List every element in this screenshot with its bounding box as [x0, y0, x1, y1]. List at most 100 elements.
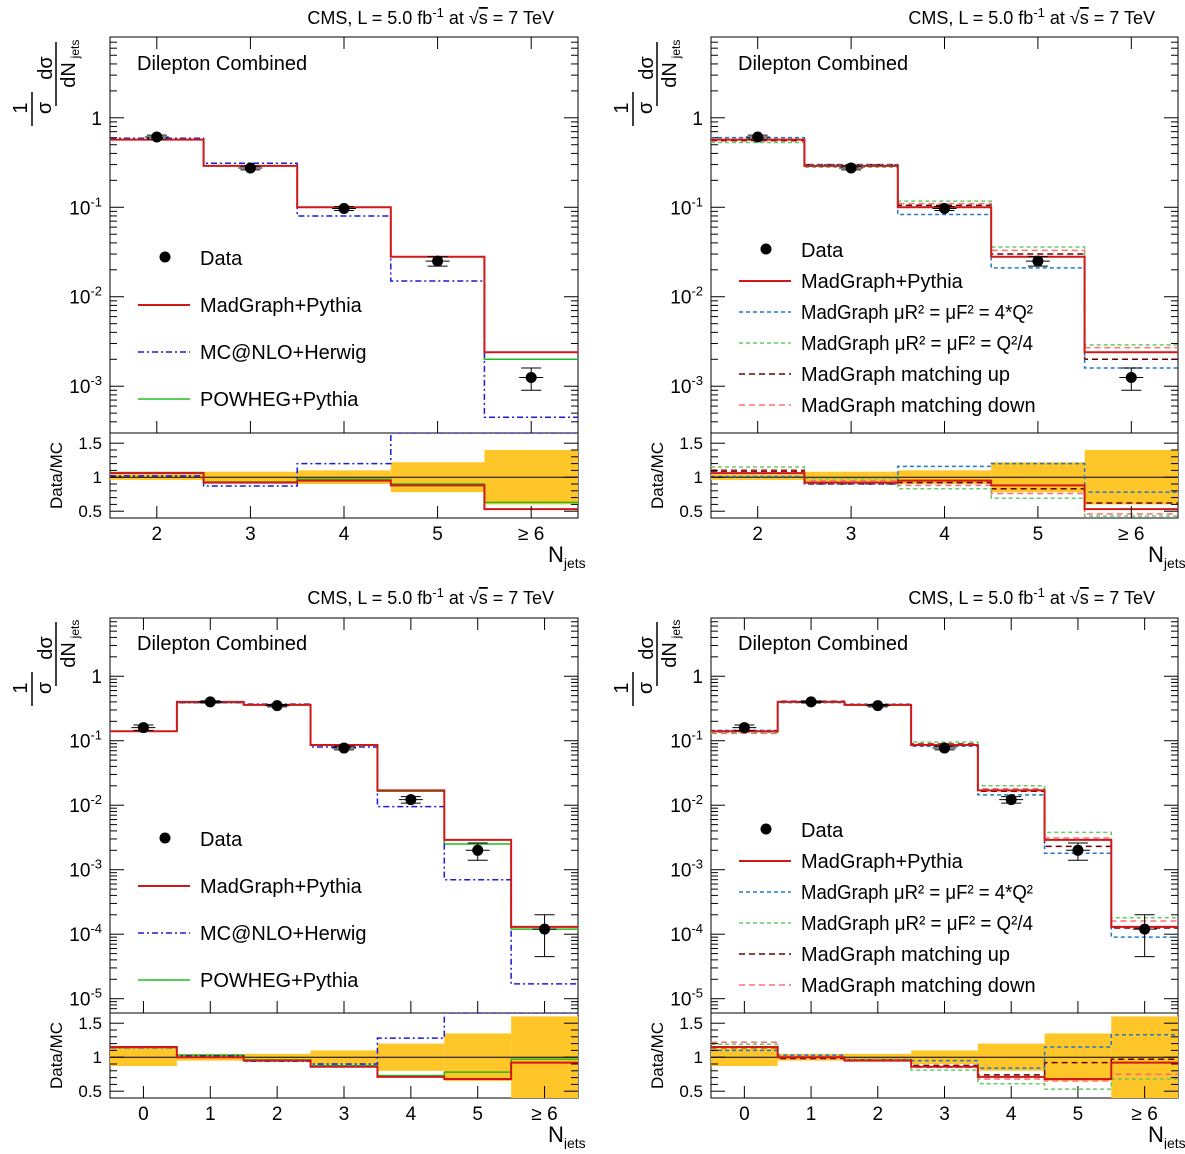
y-tick-exponent: -4: [691, 921, 703, 936]
xlabel-jets: jets: [1163, 1135, 1185, 1149]
x-axis-label: Njets: [1148, 542, 1185, 571]
y-tick-label: 10-3: [670, 857, 703, 882]
data-point: [539, 923, 551, 935]
legend-marker-data: [760, 823, 772, 835]
x-tick-label: 5: [472, 1104, 483, 1125]
y-tick-label: 10-3: [69, 373, 102, 398]
x-tick-label: ≥ 6: [1132, 1104, 1158, 1125]
legend-label: MadGraph μR² = μF² = Q²/4: [801, 333, 1033, 355]
legend-label: MadGraph matching up: [801, 944, 1010, 966]
x-tick-label: 4: [1006, 1104, 1017, 1125]
y-tick-label: 1: [91, 109, 102, 130]
data-point: [1139, 923, 1151, 935]
y-tick-mantissa: 10: [670, 990, 691, 1011]
title-sqrt-s: s: [479, 588, 488, 608]
x-axis-label: Njets: [548, 1122, 586, 1149]
ratio-line-madgraph-pythia: [711, 472, 1178, 511]
legend-label: MadGraph μR² = μF² = 4*Q²: [801, 882, 1033, 904]
y-tick-mantissa: 1: [692, 109, 703, 130]
x-tick-label: 3: [939, 1104, 950, 1125]
x-tick-label: 3: [846, 524, 857, 545]
y-tick-mantissa: 10: [670, 925, 691, 946]
title-sqrt-symbol: √: [469, 588, 479, 608]
xlabel-N: N: [548, 542, 564, 567]
data-point: [151, 131, 163, 143]
y-tick-mantissa: 10: [69, 288, 90, 309]
y-tick-label: 10-5: [69, 986, 102, 1011]
y-tick-label: 10-2: [69, 792, 102, 817]
data-point: [338, 202, 350, 214]
x-tick-label: 4: [406, 1104, 417, 1125]
ylabel-one: 1: [10, 682, 32, 693]
y-tick-label: 10-2: [670, 792, 703, 817]
ylabel-jets: jets: [669, 40, 683, 60]
ratio-line-q2down: [711, 1043, 1178, 1090]
chart-title: CMS, L = 5.0 fb-1 at √s = 7 TeV: [307, 585, 554, 608]
legend-label: MadGraph matching down: [801, 395, 1036, 417]
xlabel-N: N: [548, 1122, 564, 1147]
title-text: CMS, L = 5.0 fb: [307, 8, 432, 28]
ratio-axis-label: Data/MC: [47, 442, 66, 509]
ratio-series-group: [110, 433, 578, 511]
x-tick-label: 1: [205, 1104, 216, 1125]
ratio-y-tick-label: 1.5: [679, 434, 703, 453]
y-tick-label: 10-1: [69, 194, 102, 219]
title-text-suffix: = 7 TeV: [488, 8, 554, 28]
ratio-series-group: [711, 1016, 1178, 1098]
y-tick-mantissa: 10: [670, 198, 691, 219]
main-series-group: [711, 131, 1178, 391]
y-tick-mantissa: 10: [670, 377, 691, 398]
y-tick-label: 10-1: [69, 728, 102, 753]
ratio-y-tick-label: 1: [694, 1048, 703, 1067]
y-tick-label: 1: [692, 109, 703, 130]
ylabel-dN: dN: [659, 642, 681, 668]
title-text: CMS, L = 5.0 fb: [908, 8, 1033, 28]
x-tick-label: 1: [806, 1104, 817, 1125]
title-sqrt-s: s: [1080, 8, 1089, 28]
x-tick-label: 2: [152, 524, 163, 545]
y-tick-exponent: -2: [90, 792, 102, 807]
legend-label: POWHEG+Pythia: [200, 389, 359, 411]
ylabel-sigma: σ: [34, 681, 56, 694]
legend-label: POWHEG+Pythia: [200, 970, 359, 992]
ratio-line-madgraph-pythia: [711, 1046, 1178, 1080]
y-tick-label: 10-3: [670, 373, 703, 398]
legend-label: MC@NLO+Herwig: [200, 923, 366, 945]
legend-label: Data: [200, 248, 243, 270]
y-tick-mantissa: 1: [692, 667, 703, 688]
y-tick-mantissa: 10: [69, 796, 90, 817]
x-tick-label: 2: [272, 1104, 283, 1125]
y-tick-exponent: -2: [691, 792, 703, 807]
data-point: [204, 696, 216, 708]
ratio-line-matchup: [711, 1046, 1178, 1076]
ratio-y-tick-label: 0.5: [78, 1082, 102, 1101]
x-tick-label: 5: [1033, 524, 1044, 545]
series-line-mc-nlo-herwig: [110, 137, 578, 418]
xlabel-jets: jets: [1163, 555, 1185, 571]
channel-annotation: Dilepton Combined: [738, 633, 908, 655]
legend-marker-data: [760, 243, 772, 255]
y-tick-exponent: -5: [90, 986, 102, 1001]
legend-label: MadGraph+Pythia: [200, 876, 363, 898]
ratio-line-madgraph-pythia: [110, 1046, 578, 1080]
data-point: [1072, 844, 1084, 856]
ylabel-sigma: σ: [34, 101, 56, 114]
channel-annotation: Dilepton Combined: [137, 53, 307, 75]
title-text-mid: at: [444, 8, 469, 28]
ylabel-dsigma: dσ: [636, 636, 658, 660]
title-text-mid: at: [444, 588, 469, 608]
ratio-y-tick-label: 0.5: [679, 502, 703, 521]
data-point: [472, 844, 484, 856]
y-tick-exponent: -4: [90, 921, 102, 936]
y-tick-mantissa: 10: [69, 732, 90, 753]
title-lumi-exponent: -1: [432, 585, 444, 600]
ratio-y-tick-label: 0.5: [679, 1082, 703, 1101]
y-tick-label: 10-5: [670, 986, 703, 1011]
ylabel-sigma: σ: [635, 681, 657, 694]
channel-annotation: Dilepton Combined: [137, 633, 307, 655]
x-tick-label: 4: [939, 524, 950, 545]
